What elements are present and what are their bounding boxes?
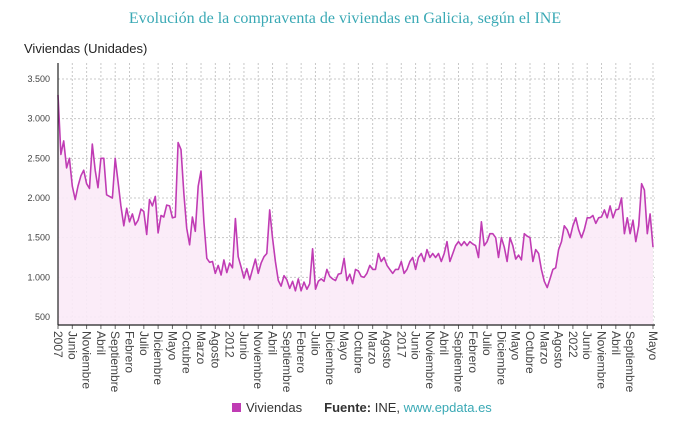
x-tick-label: Septiembre — [280, 331, 294, 393]
x-tick-label: 2022 — [566, 331, 580, 358]
x-tick-label: Mayo — [165, 331, 179, 361]
x-tick-label: Junio — [580, 331, 594, 360]
series-area-viviendas — [58, 94, 653, 326]
x-tick-label: Octubre — [523, 331, 537, 374]
x-tick-label: Noviembre — [80, 331, 94, 389]
x-tick-label: Mayo — [337, 331, 351, 361]
x-tick-label: Diciembre — [151, 331, 165, 385]
x-tick-label: Abril — [94, 331, 108, 355]
x-tick-label: Diciembre — [323, 331, 337, 385]
x-tick-label: Julio — [480, 331, 494, 356]
y-axis-label: Viviendas (Unidades) — [24, 41, 147, 56]
x-tick-label: Mayo — [646, 331, 660, 361]
x-tick-label: Agosto — [208, 331, 222, 369]
x-tick-label: 2007 — [51, 331, 65, 358]
x-tick-label: Julio — [137, 331, 151, 356]
x-tick-label: Abril — [437, 331, 451, 355]
source-note: Fuente: INE, www.epdata.es — [324, 400, 492, 415]
x-tick-label: Octubre — [351, 331, 365, 374]
y-tick-label: 500 — [35, 312, 50, 322]
x-tick-label: 2012 — [223, 331, 237, 358]
legend: Viviendas Fuente: INE, www.epdata.es — [232, 400, 492, 415]
y-tick-label: 2.500 — [27, 153, 50, 163]
x-tick-label: Agosto — [380, 331, 394, 369]
x-tick-label: Abril — [266, 331, 280, 355]
x-tick-label: Junio — [65, 331, 79, 360]
y-tick-label: 1.000 — [27, 272, 50, 282]
series-line-viviendas — [57, 94, 654, 292]
legend-swatch-viviendas — [232, 403, 241, 412]
chart-title: Evolución de la compraventa de viviendas… — [128, 10, 562, 27]
x-tick-label: Junio — [409, 331, 423, 360]
x-tick-label: 2017 — [394, 331, 408, 358]
x-tick-label: Septiembre — [623, 331, 637, 393]
x-tick-label: Diciembre — [494, 331, 508, 385]
source-text: INE, — [374, 400, 401, 415]
y-tick-label: 3.000 — [27, 114, 50, 124]
x-tick-label: Febrero — [123, 331, 137, 373]
x-tick-label: Junio — [237, 331, 251, 360]
x-tick-label: Agosto — [552, 331, 566, 369]
x-tick-label: Septiembre — [451, 331, 465, 393]
x-tick-label: Marzo — [537, 331, 551, 365]
y-tick-label: 1.500 — [27, 233, 50, 243]
source-link[interactable]: www.epdata.es — [403, 400, 492, 415]
x-tick-label: Julio — [308, 331, 322, 356]
x-tick-label: Noviembre — [423, 331, 437, 389]
x-tick-label: Febrero — [466, 331, 480, 373]
legend-label-viviendas: Viviendas — [246, 400, 303, 415]
x-tick-label: Abril — [609, 331, 623, 355]
x-tick-label: Mayo — [509, 331, 523, 361]
y-tick-label: 3.500 — [27, 74, 50, 84]
source-label: Fuente: — [324, 400, 372, 415]
x-tick-label: Marzo — [194, 331, 208, 365]
y-tick-label: 2.000 — [27, 193, 50, 203]
x-tick-label: Noviembre — [595, 331, 609, 389]
x-tick-label: Septiembre — [108, 331, 122, 393]
x-tick-label: Octubre — [180, 331, 194, 374]
x-tick-label: Febrero — [294, 331, 308, 373]
x-tick-label: Marzo — [366, 331, 380, 365]
x-tick-label: Noviembre — [251, 331, 265, 389]
